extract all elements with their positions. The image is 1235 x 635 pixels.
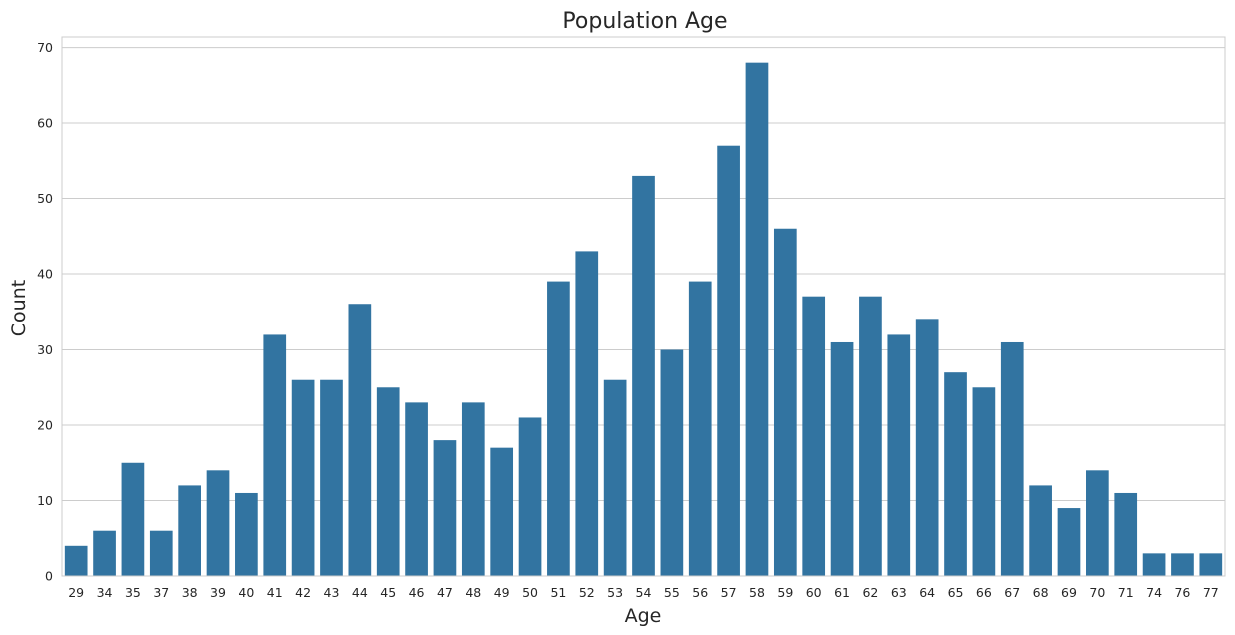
bar-age-45 [376,387,400,576]
bar-age-55 [660,349,684,576]
x-tick-label: 70 [1089,585,1105,600]
x-tick-label: 60 [806,585,822,600]
bar-age-63 [887,334,911,576]
bar-age-37 [149,530,173,576]
y-tick-label: 20 [37,418,53,433]
bar-age-57 [717,145,740,577]
bar-age-41 [263,334,287,576]
bar-age-74 [1142,553,1166,576]
x-tick-label: 58 [749,585,765,600]
bar-age-69 [1057,508,1081,576]
x-tick-label: 42 [295,585,311,600]
chart-title: Population Age [562,9,727,34]
x-tick-label: 29 [68,585,84,600]
y-tick-labels: 0 10 20 30 40 50 60 70 [37,40,53,583]
y-tick-label: 70 [37,40,53,55]
bar-age-68 [1029,485,1052,576]
bar-age-56 [688,281,712,576]
y-tick-label: 40 [37,267,53,282]
x-tick-label: 45 [380,585,396,600]
bar-age-43 [320,379,343,576]
y-tick-label: 10 [37,493,53,508]
x-tick-label: 47 [437,585,453,600]
bar-age-76 [1171,553,1194,576]
x-tick-label: 57 [721,585,737,600]
x-tick-label: 63 [891,585,907,600]
bar-age-66 [972,387,996,576]
x-tick-label: 50 [522,585,538,600]
x-tick-label: 54 [636,585,652,600]
x-tick-label: 71 [1118,585,1134,600]
x-tick-labels: 29 34 35 37 38 39 40 41 42 43 44 45 46 47 48 49 50 51 52 53… [68,585,1219,600]
x-tick-label: 67 [1004,585,1020,600]
bar-age-54 [632,175,655,576]
x-tick-label: 38 [182,585,198,600]
x-tick-label: 34 [97,585,113,600]
bar-age-62 [859,296,882,576]
y-tick-label: 50 [37,191,53,206]
bar-age-77 [1199,553,1223,576]
bar-age-29 [64,545,88,576]
x-tick-label: 48 [465,585,481,600]
bar-age-65 [944,372,967,576]
bar-age-67 [1000,341,1024,576]
x-tick-label: 53 [607,585,623,600]
bar-age-50 [518,417,542,576]
x-tick-label: 74 [1146,585,1162,600]
bar-age-49 [490,447,514,576]
bar-age-59 [773,228,797,576]
y-tick-label: 0 [45,569,53,584]
x-tick-label: 61 [834,585,850,600]
x-tick-label: 64 [919,585,935,600]
plot-frame [61,36,1226,577]
x-tick-label: 46 [409,585,425,600]
x-tick-label: 43 [324,585,340,600]
x-tick-label: 76 [1174,585,1190,600]
x-tick-label: 69 [1061,585,1077,600]
x-tick-label: 62 [862,585,878,600]
bar-age-61 [830,341,854,576]
bar-age-40 [235,492,258,576]
x-tick-label: 56 [692,585,708,600]
y-tick-label: 30 [37,342,53,357]
x-tick-label: 65 [948,585,964,600]
bar-age-70 [1086,470,1109,576]
bar-age-35 [121,462,145,576]
x-axis-label: Age [625,605,662,627]
bar-age-71 [1114,492,1138,576]
x-tick-label: 55 [664,585,680,600]
bar-age-34 [93,530,116,576]
bar-layer [64,62,1223,577]
x-tick-label: 51 [550,585,566,600]
bar-age-42 [291,379,315,576]
bar-age-58 [745,62,769,576]
x-tick-label: 40 [238,585,254,600]
x-tick-label: 41 [267,585,283,600]
bar-age-48 [461,402,485,576]
bar-age-53 [603,379,627,576]
x-tick-label: 68 [1033,585,1049,600]
y-tick-label: 60 [37,116,53,131]
x-tick-label: 66 [976,585,992,600]
x-tick-label: 35 [125,585,141,600]
bar-age-60 [802,296,826,576]
bar-age-47 [433,440,457,576]
x-tick-label: 52 [579,585,595,600]
y-axis-label: Count [8,280,30,336]
x-tick-label: 39 [210,585,226,600]
bar-age-64 [915,319,939,576]
bar-age-44 [348,304,372,576]
x-tick-label: 49 [494,585,510,600]
bar-age-46 [405,402,428,576]
x-tick-label: 59 [777,585,793,600]
bar-age-51 [547,281,570,576]
bar-age-39 [206,470,230,576]
bar-age-38 [178,485,201,576]
x-tick-label: 37 [153,585,169,600]
bar-age-52 [575,251,599,576]
x-tick-label: 44 [352,585,368,600]
x-tick-label: 77 [1203,585,1219,600]
